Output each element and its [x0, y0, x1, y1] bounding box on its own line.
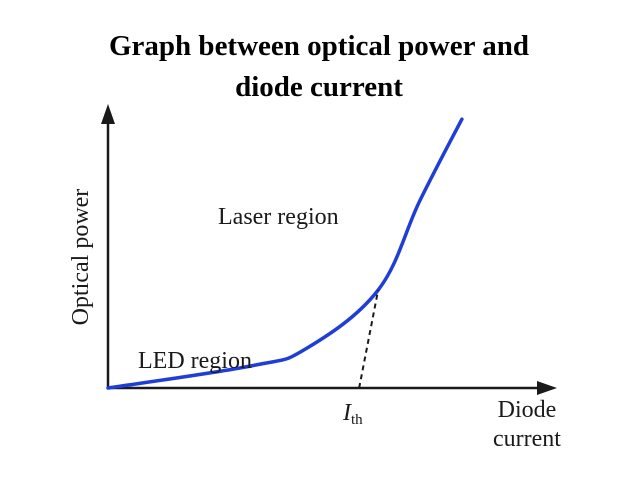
chart-title-line-2: diode current: [235, 71, 403, 103]
x-axis-arrow: [537, 381, 557, 395]
chart-title-line-1: Graph between optical power and: [109, 30, 529, 62]
led-region-label: LED region: [138, 348, 252, 374]
chart-title: Graph between optical power and diode cu…: [0, 26, 638, 108]
x-axis-label-line-1: Diode: [498, 397, 557, 423]
y-axis-label: Optical power: [68, 189, 94, 326]
y-axis-arrow: [101, 104, 115, 124]
threshold-label-main: I: [342, 400, 352, 426]
threshold-label-sub: th: [351, 412, 363, 428]
laser-region-label: Laser region: [218, 204, 339, 230]
series-line: [106, 117, 464, 390]
x-axis-label-line-2: current: [493, 426, 561, 452]
threshold-dash-line: [358, 289, 380, 389]
threshold-label: Ith: [342, 400, 363, 428]
